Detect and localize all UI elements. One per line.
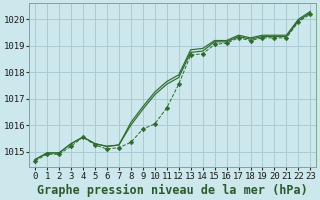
X-axis label: Graphe pression niveau de la mer (hPa): Graphe pression niveau de la mer (hPa) — [37, 183, 308, 197]
